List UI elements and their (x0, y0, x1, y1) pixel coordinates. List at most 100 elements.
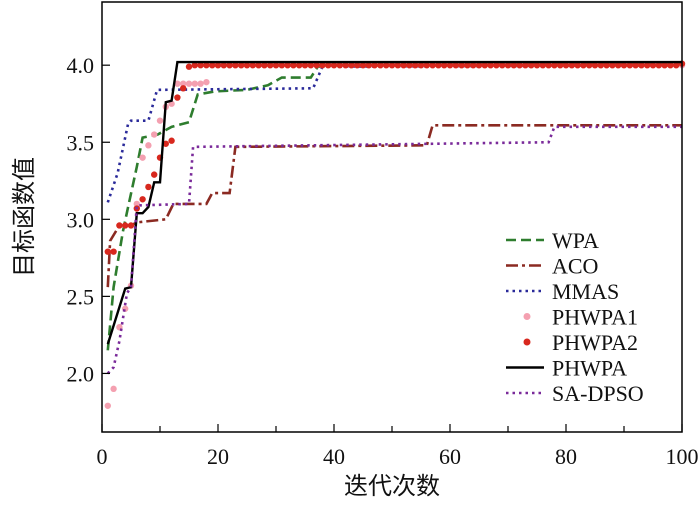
legend-swatch (523, 313, 531, 320)
data-point (667, 61, 674, 69)
data-point (539, 61, 546, 69)
legend-label: ACO (552, 254, 598, 279)
data-point (504, 61, 512, 69)
data-point (174, 94, 181, 101)
data-point (191, 80, 198, 87)
ticks: 0 20 40 60 80 100 2.0 2.5 3.0 3.5 4.0 (67, 53, 699, 469)
series-sa-dpso-line (106, 125, 682, 375)
data-point (319, 61, 326, 69)
data-point (562, 61, 570, 69)
data-point (452, 61, 459, 69)
x-tick-label: 80 (555, 444, 577, 469)
data-point (243, 61, 251, 69)
y-tick-label: 3.5 (67, 130, 95, 155)
data-point (557, 61, 564, 69)
data-point (278, 61, 285, 69)
data-point (423, 61, 430, 69)
data-point (475, 61, 483, 69)
legend-label: MMAS (552, 279, 619, 304)
data-point (615, 61, 622, 69)
data-point (446, 61, 454, 69)
data-point (348, 61, 355, 69)
x-tick-label: 40 (323, 444, 345, 469)
data-point (220, 61, 227, 69)
data-point (191, 61, 198, 69)
data-point (104, 248, 112, 255)
data-point (180, 85, 187, 92)
y-tick-label: 4.0 (67, 53, 95, 78)
data-point (493, 61, 500, 69)
data-point (133, 200, 140, 208)
data-point (597, 61, 604, 69)
data-point (336, 61, 343, 69)
legend-swatch (523, 338, 531, 346)
data-point (371, 61, 378, 69)
data-point (464, 61, 471, 69)
x-tick-label: 60 (439, 444, 461, 469)
data-point (516, 61, 523, 69)
plot-area (104, 60, 686, 409)
data-point (156, 117, 164, 124)
data-point (354, 61, 361, 69)
data-point (255, 61, 262, 69)
data-point (533, 61, 541, 69)
data-point (574, 61, 581, 69)
data-point (470, 61, 477, 69)
data-point (580, 61, 587, 69)
data-point (655, 61, 662, 69)
data-point (441, 61, 448, 69)
y-tick-label: 3.0 (67, 207, 95, 232)
data-point (301, 61, 309, 69)
data-point (226, 61, 233, 69)
data-point (330, 61, 338, 69)
data-point (342, 61, 349, 69)
data-point (203, 78, 210, 86)
data-point (609, 61, 616, 69)
data-point (307, 61, 314, 69)
data-point (261, 61, 268, 69)
data-point (406, 61, 413, 69)
data-point (232, 61, 239, 69)
data-point (649, 61, 657, 69)
data-point (586, 61, 593, 69)
data-point (296, 61, 303, 69)
data-point (626, 61, 633, 69)
data-point (632, 61, 639, 69)
series-mmas-line (106, 63, 683, 203)
data-point (104, 402, 112, 409)
data-point (290, 61, 297, 69)
data-point (545, 61, 552, 69)
data-point (139, 196, 146, 203)
series-aco-line (106, 123, 682, 288)
x-tick-label: 0 (97, 444, 108, 469)
y-tick-label: 2.0 (67, 361, 95, 386)
data-point (151, 131, 158, 138)
data-point (383, 61, 390, 69)
legend-label: PHWPA1 (552, 305, 638, 330)
data-point (620, 61, 628, 69)
data-point (127, 222, 135, 229)
data-point (272, 61, 280, 69)
data-point (214, 61, 222, 69)
data-point (325, 61, 332, 69)
data-point (644, 61, 651, 69)
data-point (435, 61, 442, 69)
data-point (388, 61, 396, 69)
data-point (528, 61, 535, 69)
series-phwpa2 (104, 60, 686, 255)
data-point (661, 61, 668, 69)
data-point (417, 61, 425, 69)
data-point (458, 61, 465, 69)
data-point (185, 63, 193, 70)
data-point (110, 248, 117, 255)
data-point (591, 61, 599, 69)
data-point (603, 61, 610, 69)
data-point (162, 140, 169, 147)
series-phwpa-line (106, 60, 682, 345)
data-point (145, 183, 152, 191)
data-point (394, 61, 401, 69)
data-point (365, 61, 372, 69)
data-point (197, 80, 204, 87)
legend-label: PHWPA (552, 356, 627, 381)
